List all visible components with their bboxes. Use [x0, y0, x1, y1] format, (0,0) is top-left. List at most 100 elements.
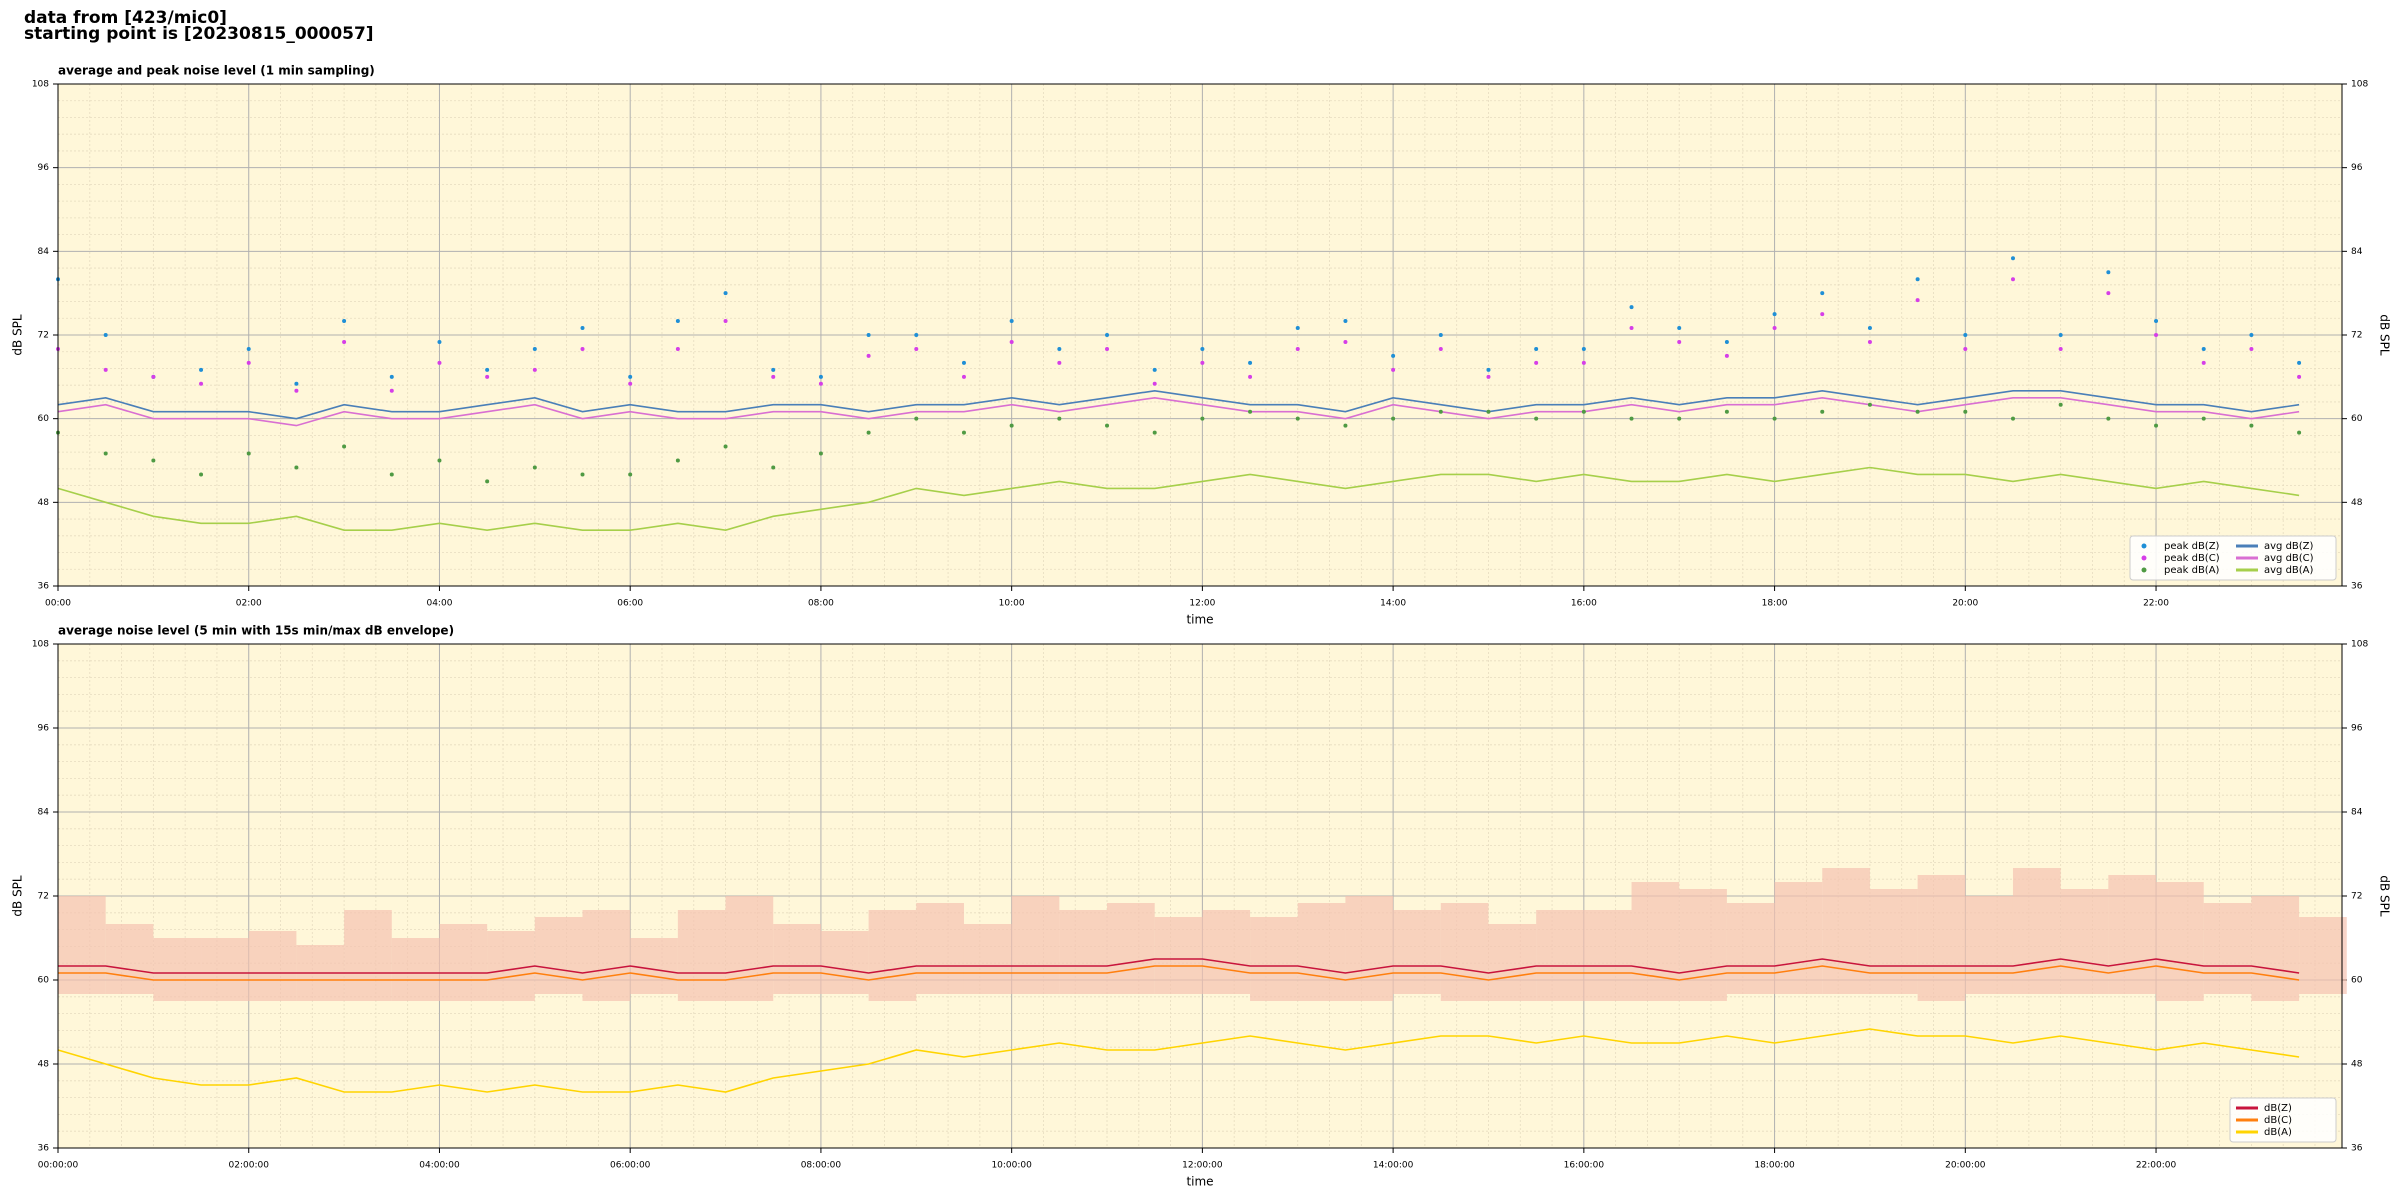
envelope-band [868, 910, 917, 1001]
envelope-band [1440, 903, 1489, 1001]
series-line [57, 396, 2300, 427]
header-line: starting point is [20230815_000057] [24, 24, 374, 44]
envelope-band [1583, 910, 1632, 1001]
peak-dot [1486, 367, 1491, 372]
peak-dot [294, 388, 299, 393]
envelope-band [1011, 896, 1060, 994]
y-tick-label-right: 72 [2351, 892, 2362, 902]
y-tick-label-right: 48 [2351, 1060, 2363, 1070]
peak-dot [2154, 319, 2159, 324]
peak-dot [1915, 298, 1920, 303]
y-tick-label: 72 [38, 892, 49, 902]
envelope-band [487, 931, 535, 1001]
x-tick-label: 10:00 [999, 599, 1025, 609]
peak-dot [914, 416, 919, 421]
peak-dot [1677, 326, 1682, 331]
y-axis-label-right: dB SPL [2378, 875, 2392, 917]
peak-dot [818, 451, 823, 456]
peak-dot [914, 346, 919, 351]
legend-label: dB(C) [2264, 1115, 2292, 1126]
envelope-band [105, 924, 154, 994]
peak-dot [1581, 360, 1586, 365]
peak-dot [1057, 346, 1062, 351]
x-tick-label: 20:00:00 [1945, 1161, 1986, 1171]
peak-dot [1009, 319, 1014, 324]
peak-dot [1057, 360, 1062, 365]
peak-dot [1105, 346, 1110, 351]
envelope-band [725, 896, 774, 1001]
x-tick-label: 22:00 [2143, 599, 2169, 609]
y-tick-label-right: 48 [2351, 498, 2363, 508]
peak-dot [2249, 423, 2254, 428]
peak-dot [437, 458, 442, 463]
envelope-band [1631, 882, 1680, 1001]
peak-dot [2106, 270, 2111, 275]
peak-dot [1963, 346, 1968, 351]
y-tick-label-right: 36 [2351, 1144, 2363, 1154]
peak-dot [1200, 416, 1205, 421]
envelope-band [1345, 896, 1394, 1001]
y-tick-label: 36 [38, 582, 50, 592]
x-tick-label: 04:00 [426, 599, 452, 609]
peak-dot [1772, 416, 1777, 421]
series-line [57, 466, 2300, 532]
peak-dot [1581, 346, 1586, 351]
peak-dot [628, 374, 633, 379]
y-tick-label: 84 [38, 247, 50, 257]
legend-marker [2141, 555, 2147, 561]
x-tick-label: 20:00 [1952, 599, 1978, 609]
peak-dot [1057, 416, 1062, 421]
peak-dot [1152, 381, 1157, 386]
y-axis-label: dB SPL [11, 875, 25, 917]
legend-label: peak dB(A) [2164, 565, 2220, 576]
y-tick-label: 84 [38, 808, 50, 818]
legend-label: peak dB(C) [2164, 553, 2220, 564]
peak-dot [1724, 353, 1729, 358]
peak-dot [1343, 319, 1348, 324]
peak-dot [1581, 409, 1586, 414]
y-tick-label-right: 36 [2351, 582, 2363, 592]
peak-dot [389, 374, 394, 379]
envelope-band [439, 924, 488, 1001]
peak-dot [246, 360, 251, 365]
envelope-band [2203, 903, 2252, 994]
peak-dot [675, 458, 680, 463]
envelope-band [1154, 917, 1203, 994]
peak-dot [485, 374, 490, 379]
peak-dot [1248, 409, 1253, 414]
peak-dot [342, 444, 347, 449]
x-tick-label: 06:00:00 [610, 1161, 651, 1171]
envelope-band [2012, 868, 2061, 994]
legend-label: dB(Z) [2264, 1103, 2292, 1114]
peak-dot [2010, 277, 2015, 282]
y-tick-label-right: 108 [2351, 80, 2368, 90]
peak-dot [1534, 346, 1539, 351]
y-tick-label-right: 96 [2351, 163, 2363, 173]
peak-dot [866, 333, 871, 337]
envelope-band [2108, 875, 2157, 994]
peak-dot [723, 319, 728, 324]
envelope-band [820, 931, 869, 994]
peak-dot [103, 451, 108, 456]
peak-dot [580, 346, 585, 351]
peak-dot [2058, 402, 2063, 407]
y-tick-label: 60 [38, 976, 50, 986]
peak-dot [1152, 367, 1157, 372]
peak-dot [1486, 409, 1491, 414]
peak-dot [103, 367, 108, 372]
peak-dot [532, 346, 537, 351]
y-tick-label: 96 [38, 163, 50, 173]
peak-dot [1963, 333, 1968, 337]
peak-dot [1534, 416, 1539, 421]
peak-dot [1724, 409, 1729, 414]
y-tick-label-right: 60 [2351, 414, 2363, 424]
x-axis-label: time [1186, 613, 1213, 627]
peak-dot [1629, 305, 1634, 310]
peak-dot [2058, 333, 2063, 337]
peak-dot [1200, 346, 1205, 351]
x-tick-label: 06:00 [617, 599, 643, 609]
envelope-band [2156, 882, 2204, 1001]
envelope-band [1297, 903, 1346, 1001]
y-tick-label-right: 60 [2351, 976, 2363, 986]
